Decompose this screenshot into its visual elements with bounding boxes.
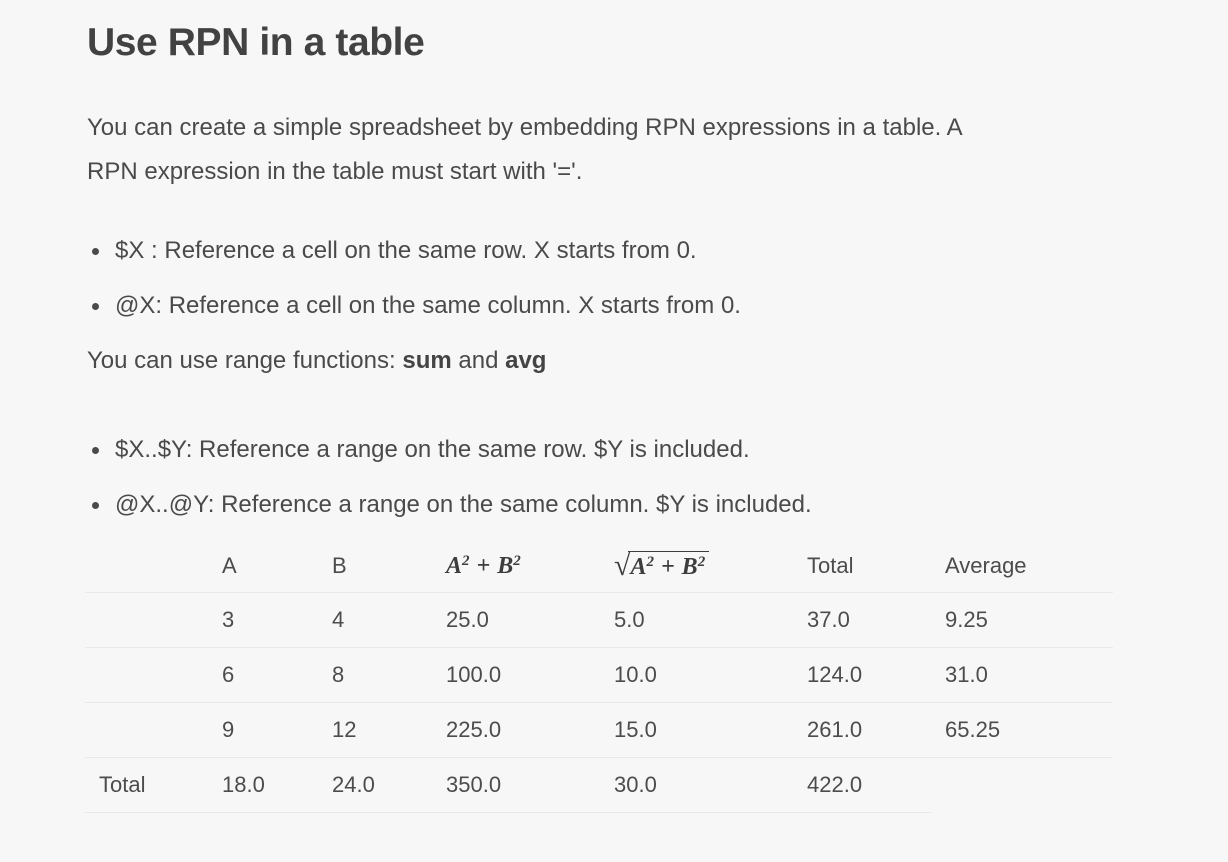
bullet-icon <box>92 502 99 509</box>
cell-row-label <box>85 592 208 648</box>
cell-total: 261.0 <box>793 702 931 758</box>
table-row: 9 12 225.0 15.0 261.0 65.25 <box>85 702 1113 758</box>
page-title: Use RPN in a table <box>87 21 425 64</box>
range-reference-list: $X..$Y: Reference a range on the same ro… <box>87 428 1120 527</box>
intro-paragraph: You can create a simple spreadsheet by e… <box>87 106 1120 194</box>
intro-line: You can create a simple spreadsheet by e… <box>87 114 963 141</box>
range-note-prefix: You can use range functions: <box>87 347 403 374</box>
document-page: Use RPN in a table You can create a simp… <box>85 21 1120 813</box>
header-col-b: B <box>318 541 432 593</box>
function-name-avg: avg <box>505 347 547 374</box>
header-col-average: Average <box>931 541 1113 593</box>
header-col-a: A <box>208 541 318 593</box>
cell-a: 3 <box>208 592 318 648</box>
sqrt-radical-icon: √ <box>614 549 631 583</box>
cell-average <box>931 757 1113 812</box>
cell-sqrt: 10.0 <box>600 647 793 703</box>
cell-average: 65.25 <box>931 702 1113 758</box>
cell-total: 422.0 <box>793 757 931 813</box>
cell-average: 9.25 <box>931 592 1113 648</box>
header-col-total: Total <box>793 541 931 593</box>
cell-a: 6 <box>208 647 318 703</box>
cell-sqrt: 15.0 <box>600 702 793 758</box>
cell-sum-of-squares: 225.0 <box>432 702 600 758</box>
range-functions-note: You can use range functions: sum and avg <box>87 339 1120 383</box>
cell-a: 9 <box>208 702 318 758</box>
bullet-icon <box>92 303 99 310</box>
table-row: 6 8 100.0 10.0 124.0 31.0 <box>85 647 1113 703</box>
header-sum-of-squares: A2 + B2 <box>432 541 600 593</box>
math-sqrt-sum-of-squares: √ A2 + B2 <box>614 549 710 583</box>
bullet-icon <box>92 248 99 255</box>
cell-b: 24.0 <box>318 757 432 813</box>
list-item-text: @X..@Y: Reference a range on the same co… <box>115 491 812 518</box>
rpn-spreadsheet-table: A B A2 + B2 √ A2 + B2 Total Average 3 4 25.0 … <box>85 541 1113 813</box>
cell-sum-of-squares: 25.0 <box>432 592 600 648</box>
list-item: $X..$Y: Reference a range on the same ro… <box>87 428 1120 472</box>
cell-total: 37.0 <box>793 592 931 648</box>
list-item-text: $X : Reference a cell on the same row. X… <box>115 237 697 264</box>
list-item-text: $X..$Y: Reference a range on the same ro… <box>115 436 750 463</box>
cell-total: 124.0 <box>793 647 931 703</box>
math-sum-of-squares: A2 + B2 <box>446 552 521 579</box>
cell-a: 18.0 <box>208 757 318 813</box>
cell-row-label: Total <box>85 757 208 813</box>
cell-average: 31.0 <box>931 647 1113 703</box>
range-note-separator: and <box>451 347 506 374</box>
cell-sum-of-squares: 100.0 <box>432 647 600 703</box>
bullet-icon <box>92 447 99 454</box>
cell-b: 12 <box>318 702 432 758</box>
header-blank <box>85 541 208 593</box>
cell-reference-list: $X : Reference a cell on the same row. X… <box>87 229 1120 328</box>
table-row-total: Total 18.0 24.0 350.0 30.0 422.0 <box>85 757 1113 813</box>
list-item: @X: Reference a cell on the same column.… <box>87 284 1120 328</box>
header-sqrt-of-sum-of-squares: √ A2 + B2 <box>600 541 793 593</box>
cell-sqrt: 5.0 <box>600 592 793 648</box>
function-name-sum: sum <box>402 347 452 374</box>
cell-b: 8 <box>318 647 432 703</box>
cell-row-label <box>85 647 208 703</box>
table-header-row: A B A2 + B2 √ A2 + B2 Total Average <box>85 541 1113 593</box>
list-item: $X : Reference a cell on the same row. X… <box>87 229 1120 273</box>
table-row: 3 4 25.0 5.0 37.0 9.25 <box>85 592 1113 648</box>
list-item-text: @X: Reference a cell on the same column.… <box>115 292 741 319</box>
cell-sum-of-squares: 350.0 <box>432 757 600 813</box>
list-item: @X..@Y: Reference a range on the same co… <box>87 483 1120 527</box>
intro-line: RPN expression in the table must start w… <box>87 158 583 185</box>
cell-row-label <box>85 702 208 758</box>
cell-sqrt: 30.0 <box>600 757 793 813</box>
cell-b: 4 <box>318 592 432 648</box>
